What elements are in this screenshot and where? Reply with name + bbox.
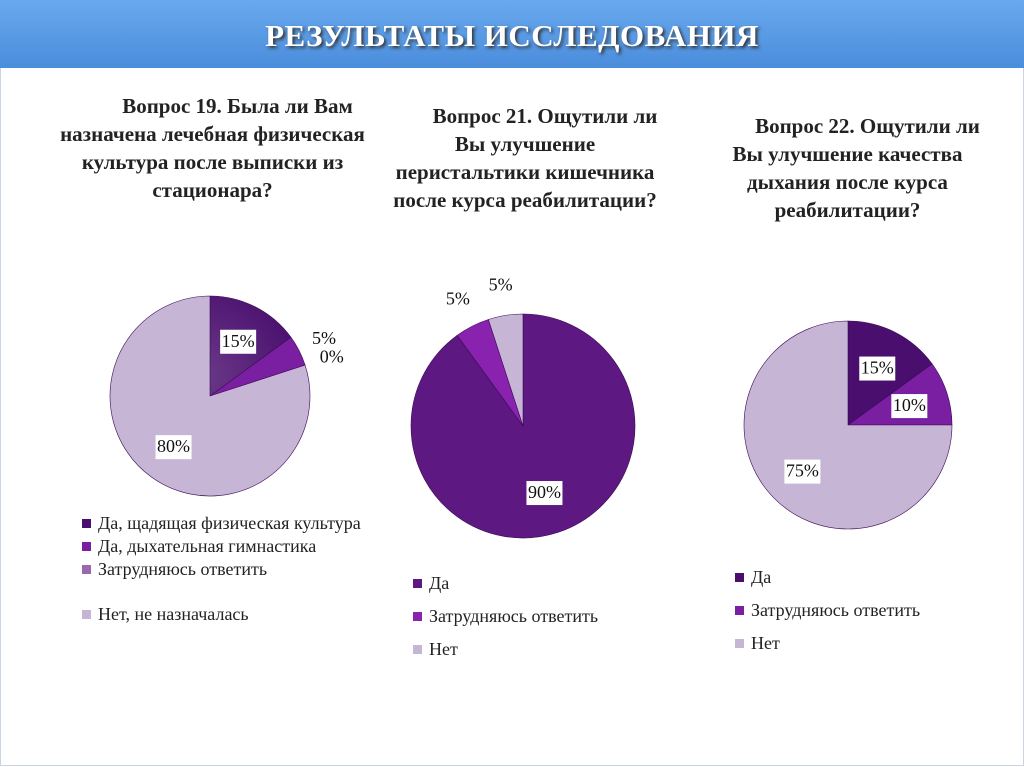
legend-item: Да [735, 566, 995, 589]
data-label: 5% [312, 328, 336, 348]
legend-item: Да [413, 572, 673, 595]
pie-slice [488, 313, 524, 427]
data-label: 5% [489, 274, 513, 294]
legend-q22: Да Затрудняюсь ответить Нет [735, 566, 995, 655]
legend-item: Да, щадящая физическая культура [82, 512, 362, 535]
legend-swatch [82, 519, 91, 528]
legend-item: Нет, не назначалась [82, 603, 362, 626]
data-label-box [155, 435, 192, 460]
data-label-box [891, 394, 928, 419]
data-label: 75% [786, 461, 819, 481]
legend-item: Нет [413, 638, 673, 661]
legend-item: Нет [735, 632, 995, 655]
legend-item: Затрудняюсь ответить [82, 558, 362, 581]
legend-label: Нет [751, 633, 780, 653]
data-label: 0% [320, 346, 344, 366]
data-label-box [220, 329, 257, 354]
legend-label: Да, щадящая физическая культура [98, 513, 361, 533]
legend-q21: Да Затрудняюсь ответить Нет [413, 572, 673, 661]
data-label-box [526, 481, 563, 506]
legend-q19: Да, щадящая физическая культура Да, дыхат… [82, 512, 362, 626]
legend-item: Затрудняюсь ответить [735, 599, 995, 622]
data-label-box [859, 356, 896, 381]
legend-swatch [413, 645, 422, 654]
legend-swatch [735, 639, 744, 648]
legend-label: Нет [429, 639, 458, 659]
legend-swatch [413, 612, 422, 621]
legend-swatch [82, 565, 91, 574]
legend-label: Да, дыхательная гимнастика [98, 536, 317, 556]
data-label: 15% [861, 358, 894, 378]
legend-label: Да [751, 567, 772, 587]
chart-title-q22: Вопрос 22. Ощутили ли Вы улучшение качес… [732, 114, 980, 222]
legend-swatch [735, 606, 744, 615]
legend-label: Нет, не назначалась [98, 604, 249, 624]
data-label: 15% [222, 331, 255, 351]
legend-label: Да [429, 573, 450, 593]
legend-swatch [413, 579, 422, 588]
slide-header: РЕЗУЛЬТАТЫ ИССЛЕДОВАНИЯ [0, 0, 1024, 68]
data-label-box [784, 459, 821, 484]
legend-label: Затрудняюсь ответить [751, 600, 921, 620]
data-label: 90% [528, 482, 561, 502]
legend-swatch [82, 542, 91, 551]
chart-title-q21: Вопрос 21. Ощутили ли Вы улучшение перис… [393, 104, 658, 212]
legend-item: Да, дыхательная гимнастика [82, 535, 362, 558]
legend-swatch [735, 573, 744, 582]
data-label: 80% [157, 436, 190, 456]
slide-title: РЕЗУЛЬТАТЫ ИССЛЕДОВАНИЯ [265, 18, 759, 53]
data-label: 10% [893, 395, 926, 415]
chart-title-q19: Вопрос 19. Была ли Вам назначена лечебна… [60, 94, 365, 202]
legend-label: Затрудняюсь ответить [429, 606, 599, 626]
data-label: 5% [446, 288, 470, 308]
legend-label: Затрудняюсь ответить [98, 559, 268, 579]
legend-swatch [82, 610, 91, 619]
legend-item: Затрудняюсь ответить [413, 605, 673, 628]
